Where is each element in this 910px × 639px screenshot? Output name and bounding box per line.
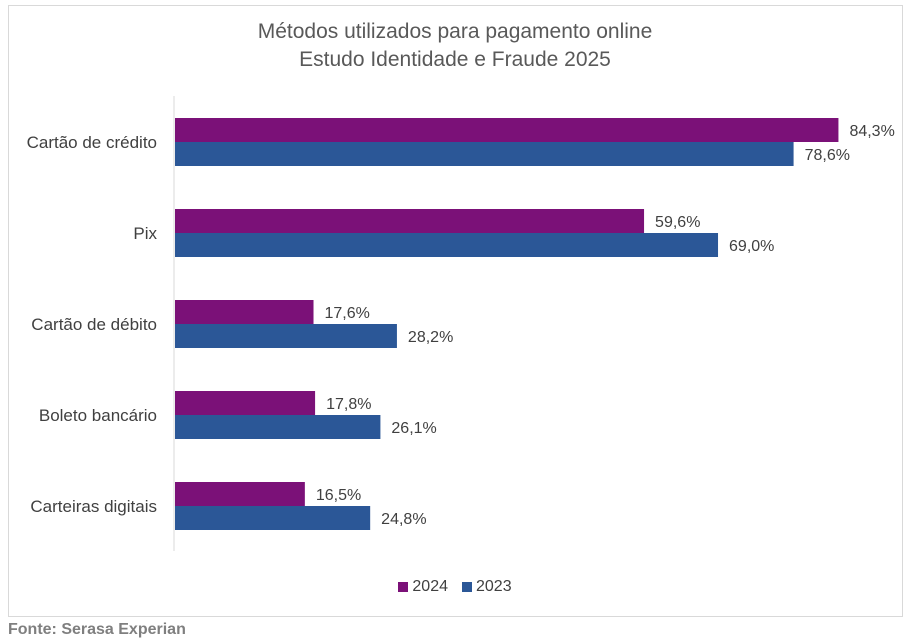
data-label-2024: 84,3% bbox=[849, 123, 894, 140]
legend-swatch-2023 bbox=[462, 582, 472, 592]
bar-2023 bbox=[175, 233, 719, 257]
bar-2023 bbox=[175, 142, 794, 166]
bars-group: Cartão de crédito 84,3% 78,6% Pix 59,6% 69,0%… bbox=[27, 118, 895, 530]
bar-2024 bbox=[175, 300, 314, 324]
category-label: Cartão de crédito bbox=[27, 133, 157, 152]
data-label-2024: 17,8% bbox=[326, 396, 371, 413]
bar-2024 bbox=[175, 209, 645, 233]
bar-2023 bbox=[175, 324, 397, 348]
data-label-2023: 24,8% bbox=[381, 511, 426, 528]
legend-swatch-2024 bbox=[398, 582, 409, 592]
chart-title-line1: Métodos utilizados para pagamento online bbox=[257, 20, 653, 43]
legend-label-2023: 2023 bbox=[476, 578, 512, 595]
bar-2024 bbox=[175, 391, 316, 415]
chart-title: Métodos utilizados para pagamento online… bbox=[0, 18, 910, 74]
chart-subtitle: Estudo Identidade e Fraude 2025 bbox=[299, 48, 611, 71]
legend-item-2023: 2023 bbox=[462, 578, 512, 596]
bar-2023 bbox=[175, 506, 371, 530]
category-label: Carteiras digitais bbox=[30, 497, 157, 516]
bar-2024 bbox=[175, 482, 305, 506]
legend-item-2024: 2024 bbox=[398, 578, 448, 596]
legend-label-2024: 2024 bbox=[412, 578, 448, 595]
bar-2024 bbox=[175, 118, 839, 142]
data-label-2023: 26,1% bbox=[391, 420, 436, 437]
source-note: Fonte: Serasa Experian bbox=[8, 621, 186, 638]
data-label-2023: 69,0% bbox=[729, 238, 774, 255]
category-label: Pix bbox=[133, 224, 157, 243]
data-label-2024: 17,6% bbox=[325, 305, 370, 322]
data-label-2024: 59,6% bbox=[655, 214, 700, 231]
legend: 2024 2023 bbox=[0, 578, 910, 596]
chart-frame bbox=[8, 5, 903, 617]
data-label-2023: 28,2% bbox=[408, 329, 453, 346]
data-label-2023: 78,6% bbox=[805, 147, 850, 164]
category-label: Boleto bancário bbox=[39, 406, 157, 425]
data-label-2024: 16,5% bbox=[316, 487, 361, 504]
bar-2023 bbox=[175, 415, 381, 439]
category-label: Cartão de débito bbox=[31, 315, 157, 334]
